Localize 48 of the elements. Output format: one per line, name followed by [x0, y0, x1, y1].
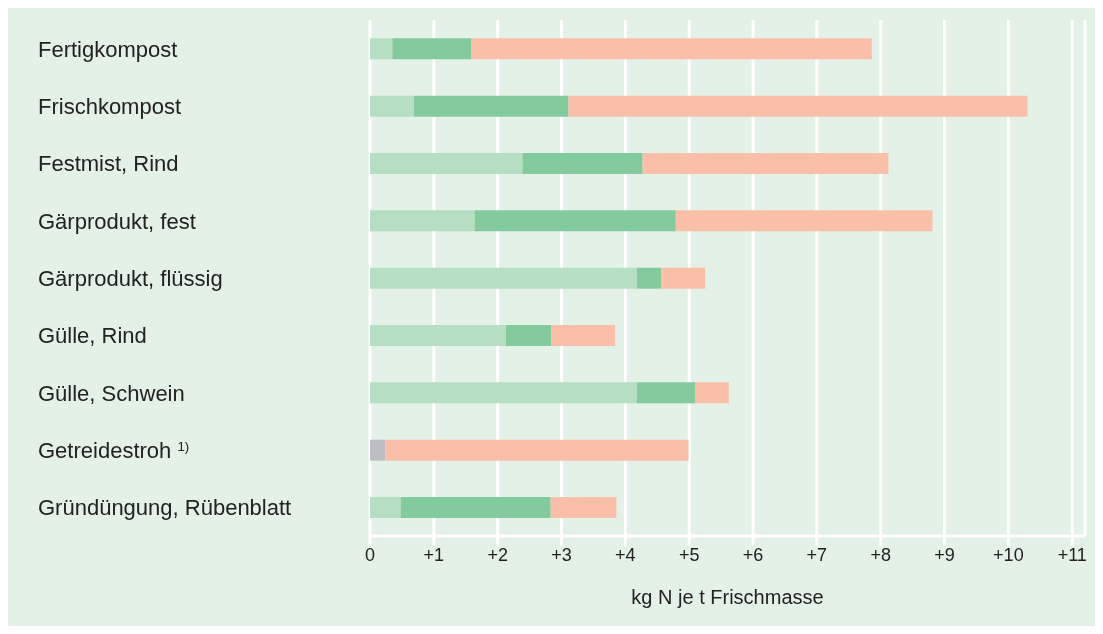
y-tick-label: Gründüngung, Rübenblatt	[38, 495, 292, 521]
y-tick-label: Getreidestroh $^{1)}$	[38, 438, 190, 463]
bar	[505, 325, 552, 347]
bar	[370, 95, 415, 117]
x-tick-label: +9	[934, 544, 955, 565]
x-tick-label: +10	[993, 544, 1024, 565]
x-tick-label: +2	[487, 544, 508, 565]
x-axis-title: kg N je t Frischmasse	[631, 586, 824, 608]
x-tick-label: +8	[870, 544, 891, 565]
bar	[636, 382, 695, 404]
y-tick-label: Gärprodukt, flüssig	[38, 266, 223, 291]
bar	[551, 325, 616, 347]
bar	[400, 497, 551, 519]
bar	[370, 210, 475, 232]
bar	[522, 153, 643, 175]
bar	[636, 267, 662, 289]
bar	[694, 382, 729, 404]
bar	[661, 267, 706, 289]
bar	[471, 38, 872, 60]
bar	[392, 38, 472, 60]
x-tick-label: +6	[742, 544, 764, 565]
y-tick-label: Fertigkompost	[38, 36, 178, 62]
x-tick-label: +1	[423, 544, 445, 565]
y-tick-label: Frischkompost	[38, 94, 182, 119]
x-tick-label: +5	[678, 544, 700, 565]
bar	[370, 439, 386, 461]
bar	[370, 497, 401, 519]
bar	[642, 153, 889, 175]
y-tick-label: Festmist, Rind	[38, 151, 179, 177]
y-tick-label: Gülle, Schwein	[38, 380, 185, 406]
bar	[568, 95, 1028, 117]
y-tick-label: Gärprodukt, fest	[38, 208, 196, 234]
bar	[370, 153, 523, 175]
bar	[474, 210, 676, 232]
bar	[550, 497, 617, 519]
bar	[370, 382, 637, 404]
bar	[370, 38, 393, 60]
bar	[385, 439, 689, 461]
x-tick-label: 0	[364, 544, 376, 565]
x-tick-label: +7	[806, 544, 828, 565]
bar	[675, 210, 933, 232]
bar	[414, 95, 569, 117]
y-tick-label: Gülle, Rind	[38, 323, 147, 349]
bar	[370, 267, 637, 289]
x-tick-label: +11	[1057, 544, 1087, 565]
x-tick-label: +3	[551, 544, 572, 565]
bar	[370, 325, 506, 347]
x-tick-label: +4	[615, 544, 636, 565]
